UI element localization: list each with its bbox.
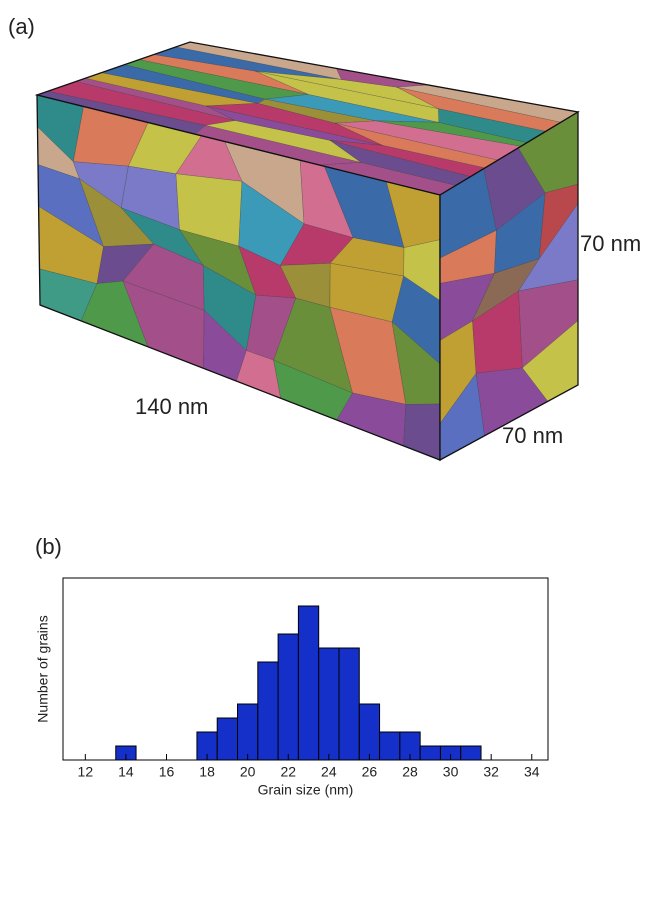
bar [258,662,278,760]
dimension-label: 140 nm [135,394,208,419]
x-tick-label: 30 [443,764,459,780]
bar [461,746,481,760]
x-tick-label: 34 [524,764,540,780]
x-tick-label: 32 [483,764,499,780]
grain-structure [37,42,578,460]
grain [404,404,440,460]
x-axis-label: Grain size (nm) [258,782,354,798]
x-tick-label: 12 [78,764,94,780]
y-axis-label: Number of grains [35,615,51,722]
bar [298,606,318,760]
x-tick-label: 20 [240,764,256,780]
x-tick-label: 26 [362,764,378,780]
panel-label: (a) [8,14,35,39]
bar [420,746,440,760]
histogram: 12 14 16 18 20 22 24 26 28 30 32 34 Grain size (nm) N… [35,578,548,798]
panel-label: (b) [35,534,62,559]
x-tick-label: 22 [280,764,296,780]
bar [319,648,339,760]
bar [339,648,359,760]
bar [380,732,400,760]
bar [359,704,379,760]
bar [238,704,258,760]
x-tick-label: 18 [199,764,215,780]
x-tick-label: 24 [321,764,337,780]
dimension-label: 70 nm [580,231,641,256]
x-tick-label: 14 [118,764,134,780]
x-tick-label: 16 [159,764,175,780]
dimension-label: 70 nm [502,423,563,448]
figure: (a) 70 nm 140 nm 70 nm (b) 12 14 16 18 20 22 2… [0,0,666,900]
x-tick-label: 28 [402,764,418,780]
bar [278,634,298,760]
bar [217,718,237,760]
